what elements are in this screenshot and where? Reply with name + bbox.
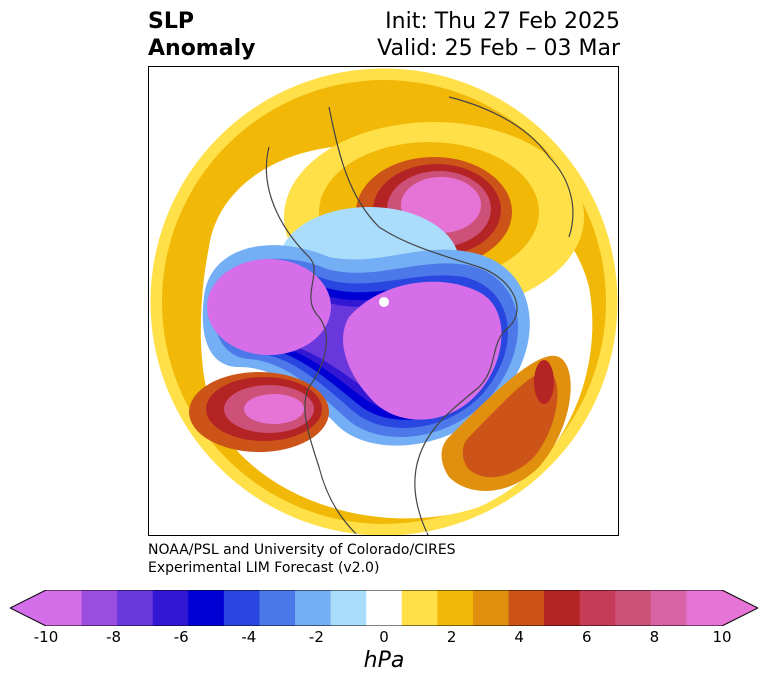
title-line-1: SLP xyxy=(148,9,194,34)
coastlines xyxy=(265,96,574,535)
anomaly-field xyxy=(150,68,618,535)
colorbar-segment xyxy=(81,590,118,626)
colorbar-segment xyxy=(46,590,83,626)
colorbar-segment xyxy=(152,590,189,626)
valid-period: Valid: 25 Feb – 03 Mar xyxy=(377,36,620,61)
credit-line-2: Experimental LIM Forecast (v2.0) xyxy=(148,560,380,576)
colorbar-segment xyxy=(472,590,510,626)
colorbar-segment xyxy=(650,590,687,626)
coastline-siberia xyxy=(448,96,574,238)
colorbar-tick-labels: -10 -8 -6 -4 -2 0 2 4 6 8 10 xyxy=(0,628,768,648)
colorbar-tick-label: 2 xyxy=(446,628,457,646)
init-date: Init: Thu 27 Feb 2025 xyxy=(385,9,620,34)
colorbar-segment xyxy=(366,590,403,626)
chart-title: SLP Anomaly xyxy=(148,8,255,62)
westcoast-pos-4 xyxy=(244,394,304,424)
colorbar xyxy=(10,590,758,626)
colorbar-tick-label: 8 xyxy=(649,628,660,646)
colorbar-unit: hPa xyxy=(363,648,405,673)
colorbar-tick-label: 0 xyxy=(379,628,389,646)
pole-marker xyxy=(379,297,389,307)
colorbar-segment xyxy=(401,590,438,626)
colorbar-segment xyxy=(117,590,154,626)
atlantic-pos-3 xyxy=(534,360,554,404)
title-line-2: Anomaly xyxy=(148,36,256,61)
canada-low-core xyxy=(343,281,502,420)
map-panel xyxy=(148,66,619,536)
colorbar-segment xyxy=(259,590,296,626)
colorbar-segment xyxy=(188,590,225,626)
colorbar-segment xyxy=(544,590,581,626)
slp-anomaly-map xyxy=(149,67,618,535)
coastline-west xyxy=(265,146,358,535)
colorbar-segment xyxy=(579,590,616,626)
credit-text: NOAA/PSL and University of Colorado/CIRE… xyxy=(148,541,456,577)
colorbar-tick-label: 4 xyxy=(514,628,524,646)
colorbar-segment xyxy=(223,590,260,626)
colorbar-tick-label: -10 xyxy=(33,628,59,646)
disk-edge xyxy=(149,67,618,535)
colorbar-extend-high xyxy=(722,590,758,626)
colorbar-tick-label: -2 xyxy=(308,628,324,646)
pacific-low-core xyxy=(207,259,331,355)
colorbar-segment xyxy=(330,590,367,626)
credit-line-1: NOAA/PSL and University of Colorado/CIRE… xyxy=(148,542,456,558)
forecast-dates: Init: Thu 27 Feb 2025 Valid: 25 Feb – 03… xyxy=(377,8,620,62)
colorbar-tick-label: -4 xyxy=(241,628,257,646)
colorbar-segment xyxy=(615,590,652,626)
colorbar-tick-label: 10 xyxy=(712,628,732,646)
colorbar-segment xyxy=(295,590,332,626)
atlantic-pos-2 xyxy=(462,371,558,478)
coastline-east xyxy=(328,106,518,535)
colorbar-tick-label: 6 xyxy=(582,628,592,646)
colorbar-extend-low xyxy=(10,590,46,626)
colorbar-segment xyxy=(508,590,545,626)
colorbar-segment xyxy=(686,590,723,626)
colorbar-tick-label: -8 xyxy=(106,628,122,646)
colorbar-segment xyxy=(437,590,474,626)
colorbar-tick-label: -6 xyxy=(173,628,189,646)
